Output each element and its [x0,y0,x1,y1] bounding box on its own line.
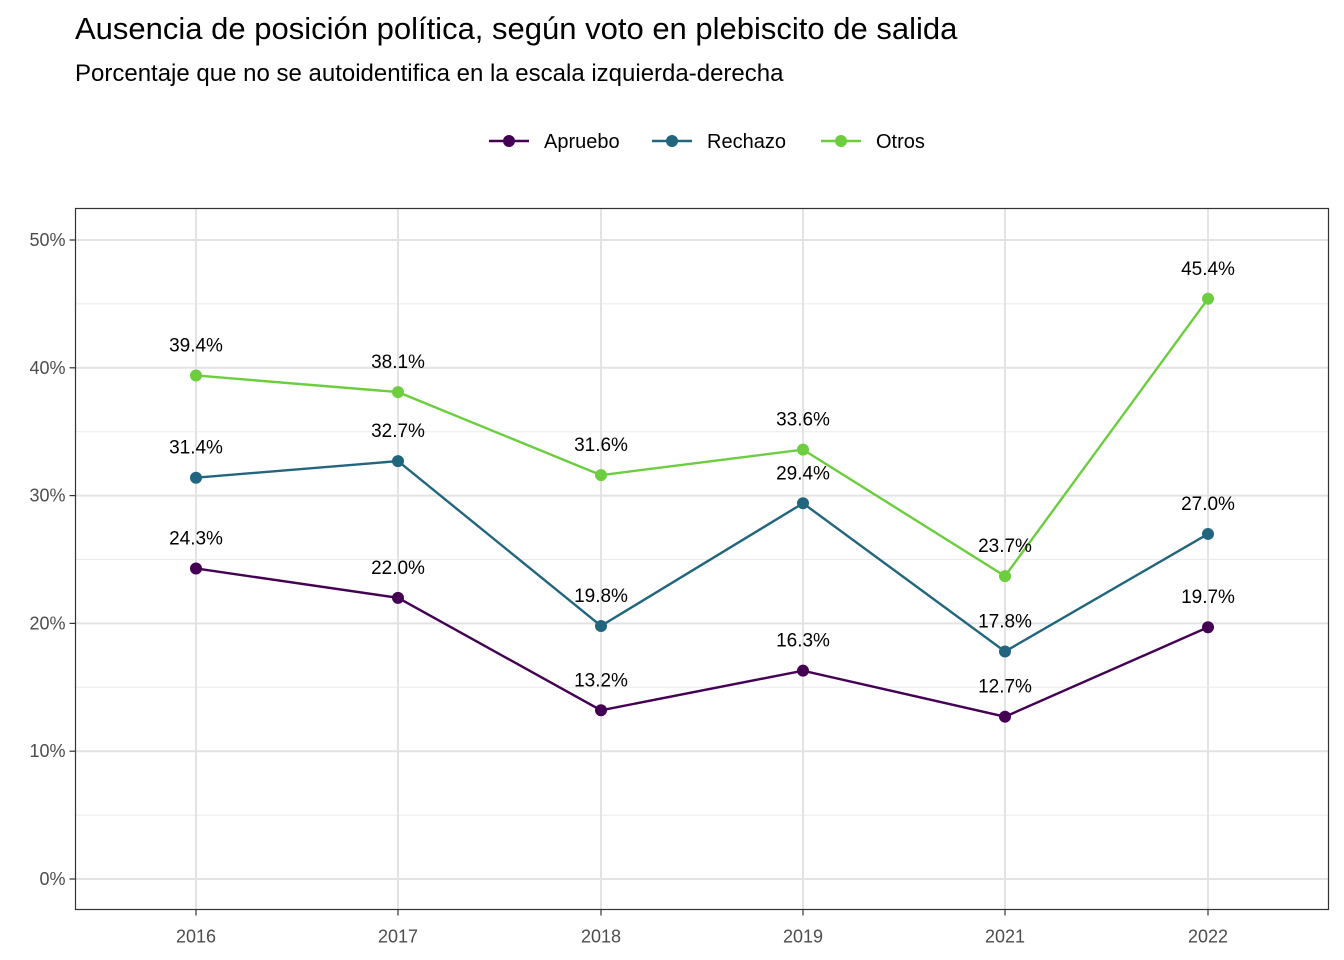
legend-label-rechazo: Rechazo [707,131,786,153]
data-point-rechazo [595,619,607,632]
data-label-apruebo: 13.2% [574,670,628,691]
data-label-rechazo: 17.8% [978,612,1032,633]
y-tick-label: 10% [29,741,65,761]
x-tick-label: 2018 [581,927,621,947]
x-tick-label: 2016 [176,927,216,947]
series-layer [190,292,1214,723]
data-label-otros: 45.4% [1181,259,1235,280]
data-point-otros [595,469,607,482]
series-line-apruebo [195,567,1209,718]
legend-key-point-apruebo [503,135,515,147]
data-point-apruebo [595,704,607,717]
data-labels: 24.3% 22.0% 13.2% 16.3% 12.7% 19.7% 31.4% 32.7%… [169,259,1235,698]
x-tick-label: 2021 [985,927,1025,947]
data-label-otros: 33.6% [776,410,830,431]
data-label-rechazo: 27.0% [1181,494,1235,515]
data-point-apruebo [190,562,202,575]
legend-key-point-otros [835,135,847,147]
data-point-rechazo [797,497,809,510]
data-point-apruebo [797,664,809,677]
data-label-apruebo: 16.3% [776,631,830,652]
data-label-rechazo: 29.4% [776,463,830,484]
data-label-rechazo: 32.7% [371,421,425,442]
series-line-rechazo [195,459,1209,653]
data-point-otros [1202,292,1214,305]
major-gridlines [75,208,1329,910]
data-label-otros: 39.4% [169,335,223,356]
plot-panel-border [74,207,1330,911]
data-label-apruebo: 19.7% [1181,587,1235,608]
data-label-otros: 31.6% [574,435,628,456]
data-label-rechazo: 31.4% [169,438,223,459]
legend-label-apruebo: Apruebo [544,131,620,153]
data-point-apruebo [999,710,1011,723]
y-tick-label: 40% [29,358,65,378]
x-axis: 2016 2017 2018 2019 2021 2022 [176,909,1228,947]
chart-subtitle: Porcentaje que no se autoidentifica en l… [75,60,784,87]
x-tick-label: 2019 [783,927,823,947]
data-label-apruebo: 22.0% [371,558,425,579]
data-label-apruebo: 24.3% [169,528,223,549]
legend-key-point-rechazo [666,135,678,147]
data-label-otros: 23.7% [978,536,1032,557]
data-point-otros [190,369,202,382]
data-point-rechazo [190,471,202,484]
data-point-rechazo [999,645,1011,658]
y-tick-label: 50% [29,230,65,250]
y-tick-label: 30% [29,486,65,506]
data-label-rechazo: 19.8% [574,586,628,607]
legend: Apruebo Rechazo Otros [489,131,925,153]
minor-gridlines [75,303,1329,816]
y-tick-label: 20% [29,613,65,633]
data-label-otros: 38.1% [371,352,425,373]
x-tick-label: 2022 [1188,927,1228,947]
data-label-apruebo: 12.7% [978,677,1032,698]
data-point-rechazo [392,455,404,468]
data-point-otros [392,386,404,399]
x-tick-label: 2017 [378,927,418,947]
data-point-apruebo [392,591,404,604]
data-point-rechazo [1202,527,1214,540]
data-point-otros [797,443,809,456]
data-point-apruebo [1202,621,1214,634]
y-tick-label: 0% [39,869,65,889]
chart-title: Ausencia de posición política, según vot… [75,11,958,46]
data-point-otros [999,570,1011,583]
y-axis: 0% 10% 20% 30% 40% 50% [29,230,76,889]
series-line-otros [195,298,1209,578]
legend-label-otros: Otros [876,131,925,153]
